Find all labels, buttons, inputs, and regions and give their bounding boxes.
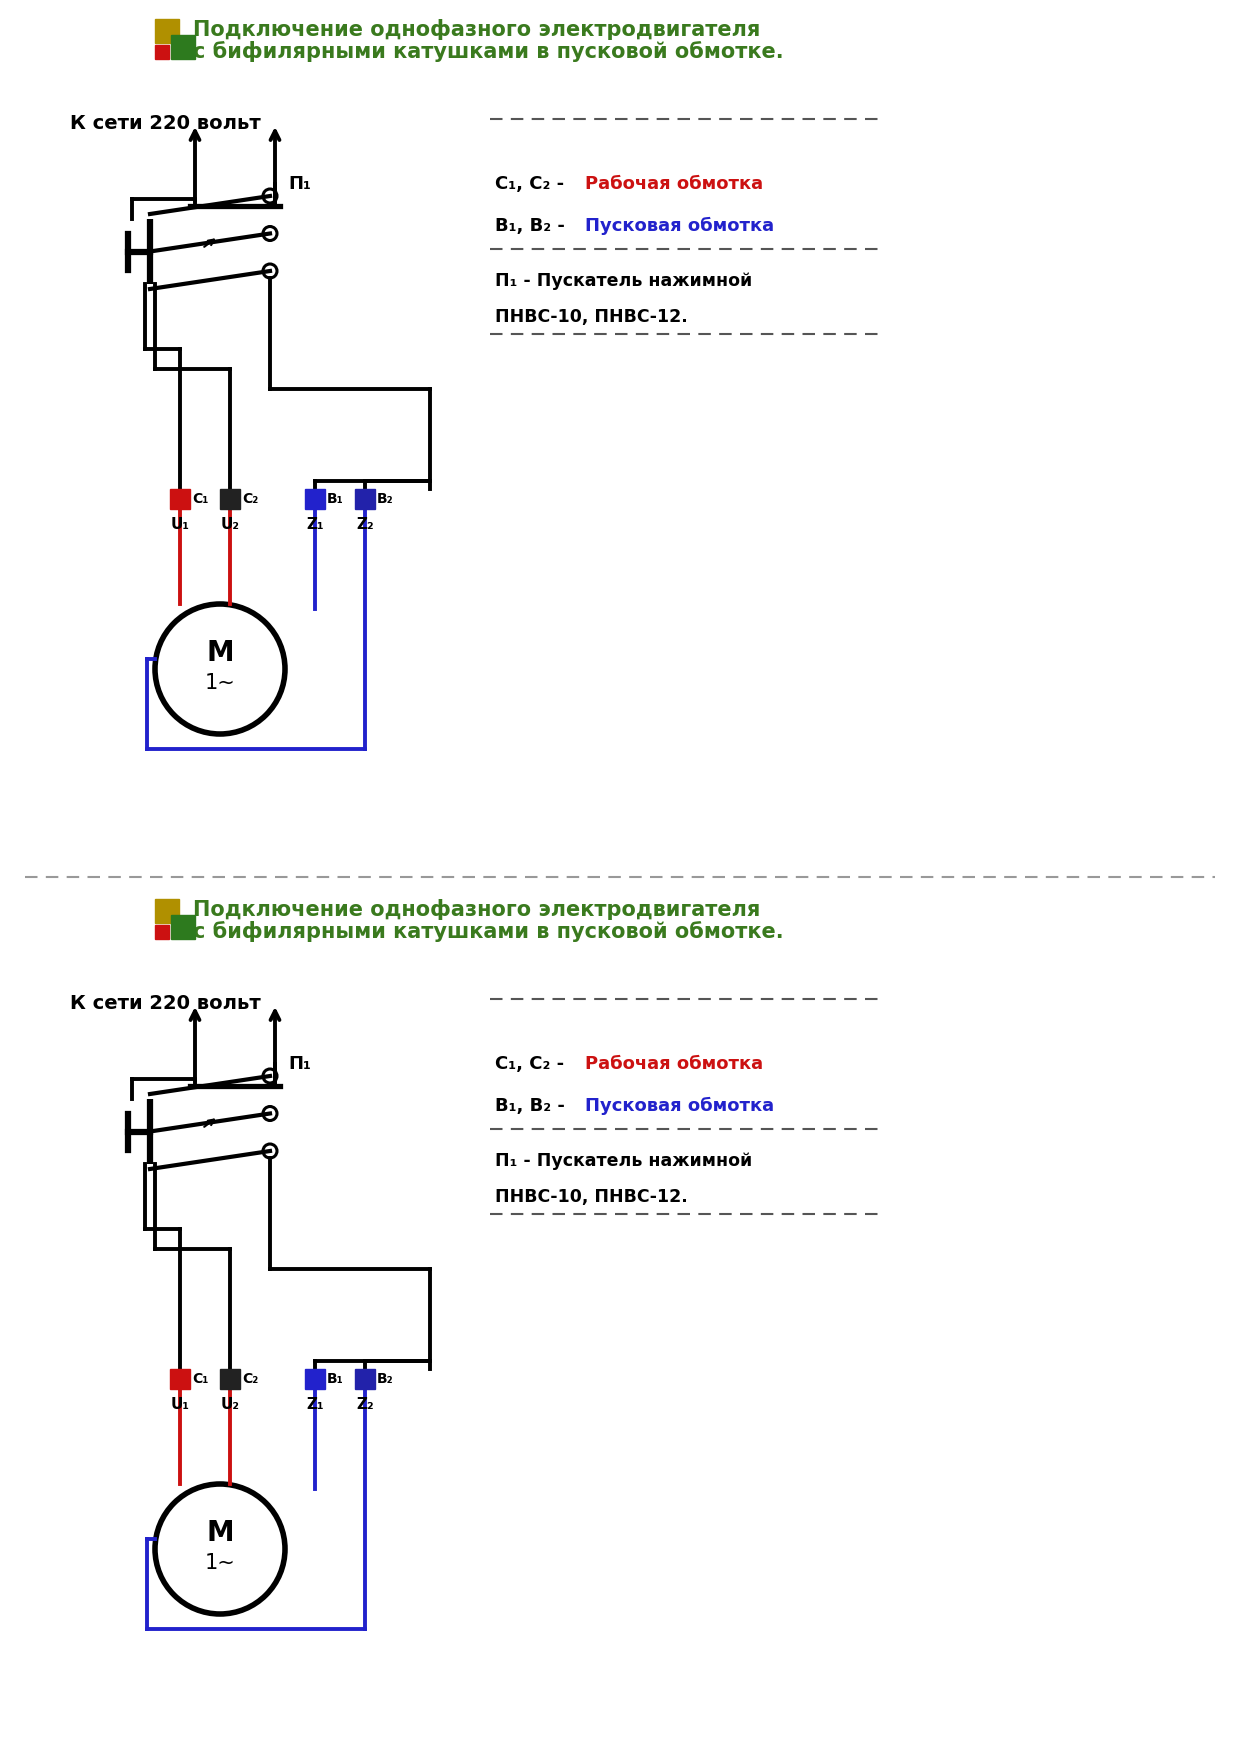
Text: ПНВС-10, ПНВС-12.: ПНВС-10, ПНВС-12. <box>495 309 688 326</box>
Text: с бифилярными катушками в пусковой обмотке.: с бифилярными катушками в пусковой обмот… <box>193 921 784 942</box>
Text: К сети 220 вольт: К сети 220 вольт <box>69 114 260 133</box>
Text: М: М <box>206 1519 234 1547</box>
Bar <box>155 19 179 44</box>
Text: П₁: П₁ <box>288 175 311 193</box>
Text: U₂: U₂ <box>221 1396 239 1412</box>
Text: В₁: В₁ <box>327 493 343 505</box>
Text: В₁, В₂ -: В₁, В₂ - <box>495 217 572 235</box>
Text: U₁: U₁ <box>171 1396 190 1412</box>
Bar <box>219 1370 241 1389</box>
Bar <box>155 46 169 60</box>
Bar <box>155 900 179 923</box>
Text: П₁ - Пускатель нажимной: П₁ - Пускатель нажимной <box>495 272 753 289</box>
Text: Подключение однофазного электродвигателя: Подключение однофазного электродвигателя <box>193 900 760 921</box>
Bar <box>305 489 325 509</box>
Bar <box>170 1370 190 1389</box>
Bar <box>355 489 374 509</box>
Bar <box>305 1370 325 1389</box>
Text: с бифилярными катушками в пусковой обмотке.: с бифилярными катушками в пусковой обмот… <box>193 40 784 61</box>
Text: Пусковая обмотка: Пусковая обмотка <box>585 217 774 235</box>
Bar <box>355 1370 374 1389</box>
Text: К сети 220 вольт: К сети 220 вольт <box>69 995 260 1014</box>
Text: Рабочая обмотка: Рабочая обмотка <box>585 1054 763 1073</box>
Text: Z₂: Z₂ <box>356 517 373 531</box>
Bar <box>155 924 169 938</box>
Text: С₁, С₂ -: С₁, С₂ - <box>495 1054 570 1073</box>
Text: 1~: 1~ <box>205 674 236 693</box>
Text: В₁, В₂ -: В₁, В₂ - <box>495 1096 572 1116</box>
Bar <box>170 489 190 509</box>
Text: Пусковая обмотка: Пусковая обмотка <box>585 1096 774 1116</box>
Text: ПНВС-10, ПНВС-12.: ПНВС-10, ПНВС-12. <box>495 1187 688 1207</box>
Text: В₂: В₂ <box>377 493 393 505</box>
Text: Z₂: Z₂ <box>356 1396 373 1412</box>
Text: U₁: U₁ <box>171 517 190 531</box>
Text: С₂: С₂ <box>242 493 258 505</box>
Text: П₁: П₁ <box>288 1054 311 1073</box>
Bar <box>171 35 195 60</box>
Text: Подключение однофазного электродвигателя: Подключение однофазного электродвигателя <box>193 19 760 40</box>
Text: В₁: В₁ <box>327 1372 343 1386</box>
Text: М: М <box>206 638 234 667</box>
Text: Z₁: Z₁ <box>306 517 324 531</box>
Text: С₁: С₁ <box>192 1372 208 1386</box>
Text: Z₁: Z₁ <box>306 1396 324 1412</box>
Text: С₂: С₂ <box>242 1372 258 1386</box>
Text: 1~: 1~ <box>205 1552 236 1573</box>
Bar <box>171 916 195 938</box>
Text: U₂: U₂ <box>221 517 239 531</box>
Text: П₁ - Пускатель нажимной: П₁ - Пускатель нажимной <box>495 1152 753 1170</box>
Bar <box>219 489 241 509</box>
Text: С₁: С₁ <box>192 493 208 505</box>
Text: В₂: В₂ <box>377 1372 393 1386</box>
Text: Рабочая обмотка: Рабочая обмотка <box>585 175 763 193</box>
Text: С₁, С₂ -: С₁, С₂ - <box>495 175 570 193</box>
